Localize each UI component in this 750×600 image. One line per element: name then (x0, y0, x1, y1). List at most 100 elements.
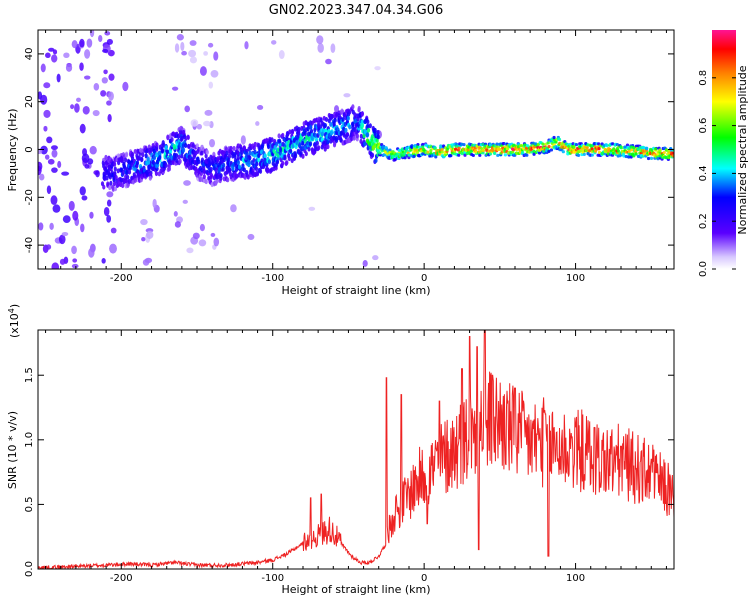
heatmap-ridge-cell (469, 149, 474, 153)
heatmap-ridge-cell (616, 149, 621, 153)
heatmap-ridge-cell (326, 144, 330, 150)
heatmap-ridge-cell (211, 159, 216, 165)
heatmap-ridge-cell (242, 167, 246, 173)
heatmap-noise-cell (362, 260, 368, 267)
heatmap-ridge-cell (140, 157, 144, 163)
heatmap-ridge-cell (113, 186, 118, 192)
heatmap-ridge-cell (582, 152, 586, 156)
heatmap-ridge-cell (288, 148, 293, 154)
heatmap-noise-cell (372, 255, 379, 261)
heatmap-noise-cell (316, 35, 324, 45)
heatmap-ridge-cell (485, 148, 489, 152)
heatmap-noise-cell (174, 43, 180, 53)
heatmap-ridge-cell (330, 114, 334, 120)
heatmap-noise-cell (95, 170, 100, 178)
heatmap-noise-cell (106, 191, 114, 198)
heatmap-ridge-cell (619, 146, 623, 150)
heatmap-ytick-label: 0 (24, 146, 35, 152)
heatmap-noise-cell (46, 136, 53, 144)
snr-xtick-label: 100 (566, 573, 585, 584)
heatmap-ridge-cell (277, 133, 281, 139)
heatmap-ridge-cell (597, 142, 601, 146)
heatmap-noise-cell (199, 66, 207, 76)
heatmap-ridge-cell (116, 168, 120, 174)
heatmap-ridge-cell (209, 167, 213, 173)
heatmap-noise-cell (278, 50, 285, 60)
heatmap-ridge-cell (646, 156, 651, 161)
heatmap-noise-cell (86, 38, 93, 48)
heatmap-ridge-cell (521, 150, 525, 154)
heatmap-ridge-cell (104, 154, 108, 160)
heatmap-ridge-cell (136, 156, 141, 162)
heatmap-noise-cell (141, 237, 146, 242)
heatmap-ridge-cell (588, 149, 592, 153)
heatmap-ridge-cell (557, 137, 562, 142)
heatmap-ridge-cell (634, 152, 638, 156)
heatmap-ridge-cell (519, 144, 524, 148)
heatmap-ridge-cell (202, 174, 206, 180)
heatmap-noise-cell (72, 210, 79, 221)
snr-ytick-label: 0.5 (24, 496, 35, 512)
heatmap-ridge-cell (327, 128, 331, 134)
heatmap-ridge-cell (471, 153, 475, 158)
heatmap-ridge-cell (175, 157, 179, 163)
heatmap-ridge-cell (184, 143, 188, 149)
heatmap-noise-cell (79, 38, 85, 48)
heatmap-ridge-cell (259, 149, 264, 155)
heatmap-ridge-cell (334, 138, 339, 144)
heatmap-noise-cell (89, 145, 97, 155)
heatmap-ridge-cell (426, 150, 430, 154)
heatmap-ridge-cell (173, 144, 177, 150)
heatmap-ridge-cell (113, 171, 117, 177)
heatmap-ridge-cell (112, 161, 117, 167)
heatmap-ridge-cell (378, 151, 382, 155)
heatmap-ridge-cell (415, 150, 420, 155)
heatmap-ridge-cell (368, 141, 372, 147)
heatmap-noise-cell (65, 63, 73, 72)
heatmap-noise-cell (186, 247, 194, 254)
heatmap-ridge-cell (221, 166, 225, 172)
heatmap-noise-cell (107, 113, 112, 123)
heatmap-ridge-cell (463, 153, 467, 157)
heatmap-ridge-cell (549, 148, 554, 152)
heatmap-ridge-cell (307, 146, 311, 152)
heatmap-ridge-cell (291, 143, 295, 149)
heatmap-ridge-cell (177, 154, 181, 160)
heatmap-noise-cell (61, 171, 70, 176)
colorbar-tick-label: 0.8 (698, 70, 709, 86)
heatmap-noise-cell (58, 234, 66, 245)
heatmap-ridge-cell (671, 154, 674, 158)
heatmap-ridge-cell (204, 153, 208, 159)
heatmap-ridge-cell (465, 151, 469, 156)
heatmap-ridge-cell (105, 175, 109, 181)
heatmap-ridge-cell (624, 154, 628, 159)
snr-series-line (38, 330, 674, 569)
heatmap-ridge-cell (236, 159, 241, 165)
heatmap-noise-cell (174, 221, 181, 228)
heatmap-ridge-cell (194, 166, 198, 172)
heatmap-ridge-cell (232, 145, 236, 151)
heatmap-ridge-cell (285, 131, 290, 137)
heatmap-ridge-cell (293, 153, 298, 159)
heatmap-ridge-cell (506, 146, 510, 151)
heatmap-ridge-cell (333, 117, 337, 123)
heatmap-noise-cell (92, 109, 100, 117)
heatmap-ridge-cell (295, 140, 299, 146)
heatmap-noise-cell (210, 232, 216, 237)
heatmap-noise-cell (70, 104, 75, 110)
heatmap-noise-cell (52, 204, 61, 213)
heatmap-ridge-cell (248, 150, 252, 156)
heatmap-ridge-cell (255, 171, 260, 177)
heatmap-ridge-cell (576, 149, 581, 154)
heatmap-ridge-cell (421, 142, 425, 147)
heatmap-ridge-cell (462, 142, 466, 147)
heatmap-ridge-cell (346, 115, 350, 121)
heatmap-ridge-cell (374, 157, 378, 163)
heatmap-ridge-cell (403, 152, 407, 156)
heatmap-ridge-cell (457, 153, 461, 157)
heatmap-ridge-cell (360, 111, 364, 117)
heatmap-ridge-cell (155, 142, 159, 148)
heatmap-ytick-label: 40 (24, 48, 35, 61)
heatmap-ridge-cell (263, 153, 267, 159)
heatmap-noise-cell (122, 81, 129, 92)
